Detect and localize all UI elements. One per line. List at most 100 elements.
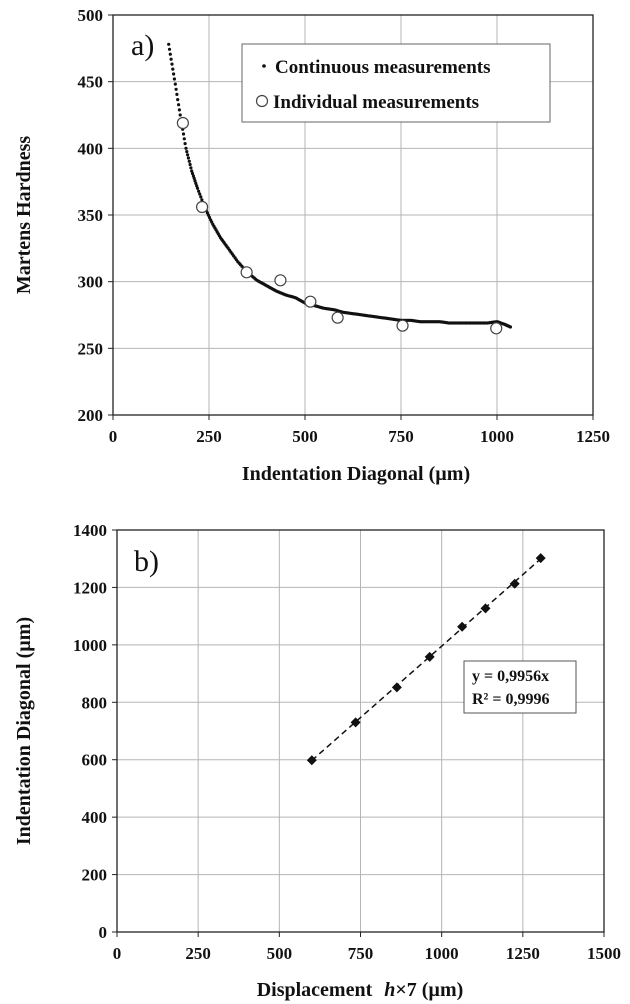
- continuous-point: [183, 142, 187, 146]
- individual-point: [304, 295, 317, 308]
- continuous-point: [175, 92, 179, 96]
- individual-point: [240, 266, 253, 279]
- x-tick-label: 1250: [576, 427, 610, 446]
- continuous-point: [182, 137, 186, 141]
- chart-b-x-axis-label: Displacement h×7 (µm): [257, 979, 464, 1001]
- chart-b-y-ticks: 0 200 400 600 800 1000 1200 1400: [73, 521, 117, 942]
- individual-point: [195, 200, 209, 214]
- continuous-point: [170, 62, 174, 66]
- y-tick-label: 1400: [73, 521, 107, 540]
- continuous-point: [167, 47, 172, 51]
- equation-text: y = 0,9956x: [472, 668, 549, 685]
- continuous-point: [171, 67, 175, 71]
- y-tick-label: 250: [78, 339, 104, 358]
- chart-a-legend-box: [241, 43, 551, 123]
- y-tick-label: 800: [82, 693, 108, 712]
- chart-b-trendline: [311, 558, 542, 762]
- individual-point: [274, 274, 287, 287]
- chart-a-panel-label: a): [131, 29, 154, 62]
- y-tick-label: 200: [78, 406, 104, 425]
- chart-a-legend: Continuous measurements Individual measu…: [241, 43, 551, 123]
- legend-individual-label: Individual measurements: [273, 92, 479, 113]
- legend-circle-marker: [255, 94, 269, 108]
- x-tick-label: 500: [267, 944, 293, 963]
- continuous-point: [181, 132, 186, 136]
- chart-a: 0 250 500 750 1000 1250 200 250 300 350 400 450 500…: [13, 6, 610, 485]
- y-tick-label: 400: [82, 808, 108, 827]
- continuous-point: [191, 174, 195, 178]
- continuous-point: [189, 166, 193, 170]
- x-tick-label: 1250: [506, 944, 540, 963]
- x-tick-label: 1000: [425, 944, 459, 963]
- chart-a-x-axis-label: Indentation Diagonal (µm): [242, 463, 470, 485]
- x-tick-label: 1500: [587, 944, 621, 963]
- continuous-point: [186, 153, 190, 157]
- continuous-point: [178, 113, 182, 117]
- x-tick-label: 0: [109, 427, 118, 446]
- x-axis-label-variable: h: [384, 979, 395, 1001]
- x-tick-label: 750: [348, 944, 374, 963]
- x-tick-label: 0: [113, 944, 122, 963]
- continuous-point: [193, 179, 197, 183]
- continuous-point: [199, 195, 203, 199]
- y-tick-label: 350: [78, 206, 104, 225]
- y-tick-label: 0: [99, 923, 108, 942]
- data-point-diamond: [480, 603, 491, 614]
- continuous-point: [172, 72, 176, 76]
- individual-point: [176, 116, 189, 130]
- data-point-diamond: [509, 578, 520, 589]
- continuous-point: [195, 186, 200, 190]
- x-tick-label: 250: [185, 944, 211, 963]
- chart-b-equation-box: y = 0,9956x R² = 0,9996: [463, 660, 577, 714]
- continuous-point: [172, 77, 176, 81]
- chart-b-series: [306, 553, 546, 766]
- continuous-point: [190, 171, 195, 176]
- x-axis-label-unit: ×7 (µm): [395, 979, 463, 1001]
- individual-point: [331, 311, 344, 324]
- continuous-point: [177, 103, 181, 107]
- individual-point: [490, 322, 503, 335]
- y-tick-label: 1000: [73, 636, 107, 655]
- continuous-point: [185, 150, 189, 154]
- continuous-point: [187, 159, 191, 163]
- continuous-point: [198, 192, 202, 196]
- data-point-diamond: [350, 717, 361, 728]
- chart-b: 0 250 500 750 1000 1250 1500 0 200 400 600 800 1000…: [13, 521, 621, 1001]
- continuous-point: [186, 156, 190, 160]
- legend-continuous-label: Continuous measurements: [275, 57, 491, 78]
- data-point-diamond: [535, 553, 546, 564]
- equation-box: [463, 660, 577, 714]
- y-tick-label: 600: [82, 751, 108, 770]
- chart-a-y-ticks: 200 250 300 350 400 450 500: [78, 6, 113, 425]
- chart-a-x-ticks: 0 250 500 750 1000 1250: [109, 415, 610, 446]
- continuous-point: [195, 184, 199, 188]
- continuous-point: [508, 325, 513, 329]
- y-tick-label: 500: [78, 6, 104, 25]
- x-tick-label: 750: [388, 427, 414, 446]
- continuous-point: [200, 198, 204, 202]
- chart-b-panel-label: b): [134, 545, 159, 578]
- continuous-point: [167, 42, 171, 46]
- y-tick-label: 450: [78, 73, 104, 92]
- y-tick-label: 200: [82, 866, 108, 885]
- y-tick-label: 1200: [73, 578, 107, 597]
- continuous-point: [194, 181, 198, 185]
- chart-a-y-axis-label: Martens Hardness: [13, 136, 35, 295]
- x-tick-label: 500: [292, 427, 318, 446]
- legend-dot-marker: [262, 64, 266, 68]
- x-tick-label: 250: [196, 427, 222, 446]
- continuous-point: [177, 108, 181, 112]
- data-point-diamond: [306, 755, 317, 766]
- continuous-point: [168, 52, 172, 56]
- continuous-point: [173, 82, 177, 86]
- continuous-point: [197, 189, 201, 193]
- continuous-point: [174, 87, 178, 91]
- continuous-point: [176, 98, 180, 102]
- trendline: [311, 558, 542, 762]
- continuous-point: [188, 162, 192, 167]
- x-axis-label-main: Displacement: [257, 979, 373, 1001]
- continuous-point: [169, 57, 173, 61]
- y-tick-label: 400: [78, 139, 104, 158]
- data-point-diamond: [457, 621, 468, 632]
